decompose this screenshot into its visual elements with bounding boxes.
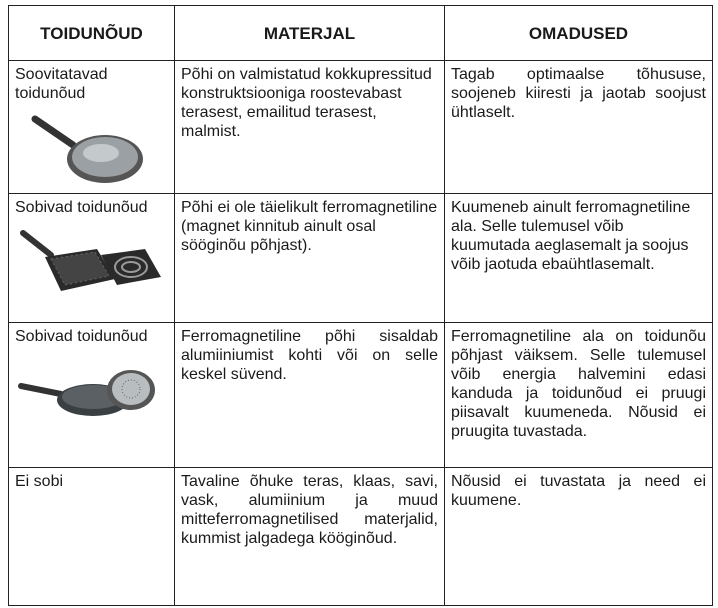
header-cell: MATERJAL <box>174 5 445 61</box>
table-row: Sobivad toidunõud Põhi ei ole täielikult… <box>8 193 713 323</box>
cell: Nõusid ei tuvastata ja need ei kuumene. <box>444 467 713 606</box>
cookware-table: TOIDUNÕUD MATERJAL OMADUSED Soovitatavad… <box>8 5 713 606</box>
cell: Sobivad toidunõud <box>8 193 175 323</box>
grill-pan-icon <box>20 230 161 291</box>
cell: Soovitatavad toidunõud <box>8 60 175 194</box>
table-row: Sobivad toidunõud Ferromagnetiline põhi … <box>8 322 713 468</box>
cell: Ei sobi <box>8 467 175 606</box>
cell: Põhi on valmistatud kokkupressitud konst… <box>174 60 445 194</box>
cell: Tagab optimaalse tõhususe, soojeneb kiir… <box>444 60 713 194</box>
header-row: TOIDUNÕUD MATERJAL OMADUSED <box>8 5 713 61</box>
pan-icon <box>18 370 155 416</box>
table-row: Soovitatavad toidunõud Põhi on valmistat… <box>8 60 713 194</box>
cell: Ferromagnetiline ala on toidunõu põhjast… <box>444 322 713 468</box>
cell-text: Soovitatavad toidunõud <box>15 66 108 102</box>
cell: Tavaline õhuke teras, klaas, savi, vask,… <box>174 467 445 606</box>
cell: Põhi ei ole täielikult ferromagnetiline … <box>174 193 445 323</box>
cell: Kuumeneb ainult ferromagnetiline ala. Se… <box>444 193 713 323</box>
cell: Ferromagnetiline põhi sisaldab alumiiniu… <box>174 322 445 468</box>
table-row: Ei sobi Tavaline õhuke teras, klaas, sav… <box>8 467 713 606</box>
pan-icon <box>31 115 143 183</box>
header-cell: OMADUSED <box>444 5 713 61</box>
header-cell: TOIDUNÕUD <box>8 5 175 61</box>
cell: Sobivad toidunõud <box>8 322 175 468</box>
cell-text: Sobivad toidunõud <box>15 328 148 345</box>
cell-text: Sobivad toidunõud <box>15 199 148 216</box>
